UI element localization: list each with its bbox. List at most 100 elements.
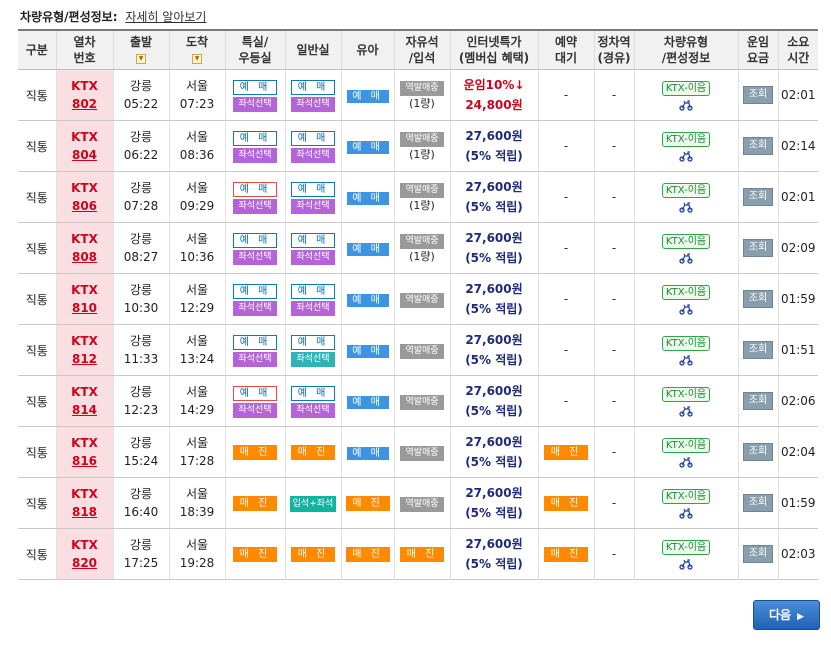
col-arrival[interactable]: 도착 ▼ [168, 29, 225, 70]
infant-reserve-button[interactable]: 예 매 [346, 242, 389, 256]
infant-reserve-button[interactable]: 예 매 [346, 395, 389, 409]
sort-down-icon[interactable]: ▼ [136, 53, 146, 64]
ktx-eum-badge[interactable]: KTX-이음 [661, 182, 711, 198]
ktx-eum-badge[interactable]: KTX-이음 [661, 488, 711, 504]
cell-waitlist: - [537, 375, 594, 427]
train-number-link[interactable]: 806 [71, 199, 98, 213]
special-reserve-button[interactable]: 예 매 [233, 232, 277, 248]
fare-inquiry-button[interactable]: 조회 [743, 494, 773, 512]
cell-stops: - [593, 375, 634, 427]
infant-reserve-button[interactable]: 예 매 [346, 344, 389, 358]
fare-inquiry-button[interactable]: 조회 [743, 545, 773, 563]
fare-inquiry-button[interactable]: 조회 [743, 86, 773, 104]
special-seat-select-button[interactable]: 좌석선택 [233, 96, 277, 112]
train-number-link[interactable]: 820 [71, 556, 98, 570]
fare-inquiry-button[interactable]: 조회 [743, 188, 773, 206]
general-reserve-button[interactable]: 예 매 [291, 130, 335, 146]
special-reserve-button[interactable]: 예 매 [233, 283, 277, 299]
cell-infant: 예 매 [340, 69, 394, 121]
infant-reserve-button[interactable]: 예 매 [346, 140, 389, 154]
next-page-button[interactable]: 다음 ▶ [753, 600, 820, 630]
fare-inquiry-button[interactable]: 조회 [743, 239, 773, 257]
general-reserve-button[interactable]: 예 매 [291, 181, 335, 197]
vehicle-info-detail-link[interactable]: 자세히 알아보기 [125, 10, 207, 24]
cell-departure: 강릉 06:22 [112, 120, 169, 172]
waitlist-value: - [563, 139, 569, 153]
cell-waitlist: 매 진 [537, 528, 594, 580]
train-number-link[interactable]: 814 [71, 403, 98, 417]
general-reserve-button[interactable]: 예 매 [291, 232, 335, 248]
train-number-link[interactable]: 818 [71, 505, 98, 519]
general-seat-select-button[interactable]: 좌석선택 [291, 351, 335, 367]
special-reserve-button[interactable]: 예 매 [233, 79, 277, 95]
special-seat-select-button[interactable]: 좌석선택 [233, 402, 277, 418]
special-reserve-button[interactable]: 예 매 [233, 181, 277, 197]
cell-vehicle: KTX-이음 [633, 426, 738, 478]
general-seat-select-button[interactable]: 좌석선택 [291, 147, 335, 163]
next-button-label: 다음 [768, 608, 792, 622]
cell-internet-price: 27,600원 (5% 적립) [449, 426, 538, 478]
infant-reserve-button[interactable]: 예 매 [346, 293, 389, 307]
cell-arrival: 서울 07:23 [168, 69, 225, 121]
train-number-link[interactable]: 808 [71, 250, 98, 264]
special-seat-select-button[interactable]: 좌석선택 [233, 198, 277, 214]
fare-inquiry-button[interactable]: 조회 [743, 290, 773, 308]
fare-inquiry-button[interactable]: 조회 [743, 443, 773, 461]
infant-reserve-button[interactable]: 예 매 [346, 446, 389, 460]
ktx-eum-badge[interactable]: KTX-이음 [661, 284, 711, 300]
special-reserve-button[interactable]: 예 매 [233, 334, 277, 350]
stops-value: - [611, 241, 617, 255]
fare-inquiry-button[interactable]: 조회 [743, 392, 773, 410]
cell-fare: 조회 [737, 477, 778, 529]
fare-inquiry-button[interactable]: 조회 [743, 137, 773, 155]
cell-train-no: KTX 808 [55, 222, 113, 274]
ktx-eum-badge[interactable]: KTX-이음 [661, 131, 711, 147]
train-class-label: KTX [71, 130, 98, 144]
special-seat-select-button[interactable]: 좌석선택 [233, 249, 277, 265]
membership-benefit: (5% 적립) [465, 251, 523, 265]
ktx-eum-badge[interactable]: KTX-이음 [661, 437, 711, 453]
ktx-eum-badge[interactable]: KTX-이음 [661, 539, 711, 555]
ktx-eum-badge[interactable]: KTX-이음 [661, 386, 711, 402]
general-reserve-button[interactable]: 예 매 [291, 385, 335, 401]
train-number-link[interactable]: 810 [71, 301, 98, 315]
bicycle-icon [679, 354, 693, 366]
general-reserve-button[interactable]: 예 매 [291, 79, 335, 95]
general-reserve-button[interactable]: 예 매 [291, 283, 335, 299]
infant-reserve-button[interactable]: 예 매 [346, 89, 389, 103]
ktx-eum-badge[interactable]: KTX-이음 [661, 233, 711, 249]
general-seat-select-button[interactable]: 좌석선택 [291, 198, 335, 214]
sort-down-icon[interactable]: ▼ [192, 53, 202, 64]
internet-price: 27,600원 [465, 435, 523, 449]
stops-value: - [611, 343, 617, 357]
col-departure[interactable]: 출발 ▼ [112, 29, 169, 70]
cell-special: 매 진 [224, 477, 285, 529]
general-stand-plus-seat-button[interactable]: 입석+좌석 [290, 495, 336, 512]
fare-inquiry-button[interactable]: 조회 [743, 341, 773, 359]
infant-reserve-button[interactable]: 예 매 [346, 191, 389, 205]
ktx-eum-badge[interactable]: KTX-이음 [661, 335, 711, 351]
departure-time: 15:24 [123, 454, 159, 468]
general-seat-select-button[interactable]: 좌석선택 [291, 249, 335, 265]
special-reserve-button[interactable]: 예 매 [233, 385, 277, 401]
train-schedule-table: 구분 열차 번호 출발 ▼ 도착 ▼ 특실/우등실 일반실 유아 자유석/입석 인터넷… [18, 29, 818, 580]
general-seat-select-button[interactable]: 좌석선택 [291, 96, 335, 112]
special-seat-select-button[interactable]: 좌석선택 [233, 351, 277, 367]
ktx-eum-badge[interactable]: KTX-이음 [661, 80, 711, 96]
cell-duration: 01:59 [777, 477, 818, 529]
arrival-time: 18:39 [179, 505, 215, 519]
train-number-link[interactable]: 802 [71, 97, 98, 111]
cell-type: 직통 [18, 324, 56, 376]
general-seat-select-button[interactable]: 좌석선택 [291, 300, 335, 316]
general-reserve-button[interactable]: 예 매 [291, 334, 335, 350]
special-seat-select-button[interactable]: 좌석선택 [233, 147, 277, 163]
train-number-link[interactable]: 812 [71, 352, 98, 366]
special-seat-select-button[interactable]: 좌석선택 [233, 300, 277, 316]
cell-arrival: 서울 14:29 [168, 375, 225, 427]
special-reserve-button[interactable]: 예 매 [233, 130, 277, 146]
train-number-link[interactable]: 804 [71, 148, 98, 162]
membership-benefit: (5% 적립) [465, 149, 523, 163]
general-seat-select-button[interactable]: 좌석선택 [291, 402, 335, 418]
train-number-link[interactable]: 816 [71, 454, 98, 468]
